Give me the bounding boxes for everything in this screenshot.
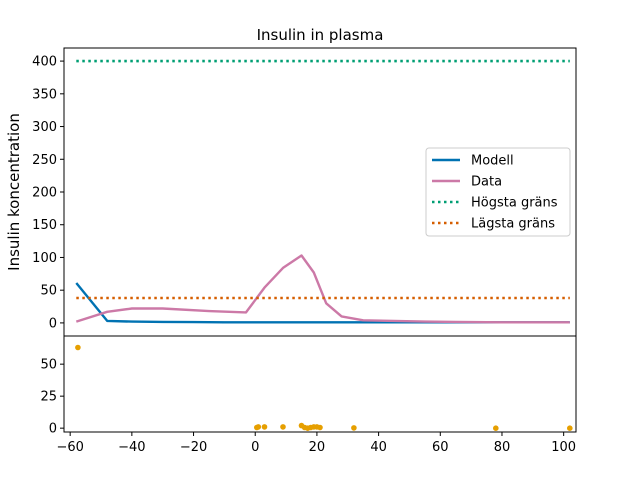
bottom-y-tick-label: 0 [49,422,57,437]
legend-label: Data [471,175,502,190]
x-tick-label: 0 [251,440,259,455]
legend: Modell Data Högsta gräns Lägsta gräns [425,147,571,237]
x-tick-label: 100 [551,440,576,455]
bottom-y-tick-label: 50 [40,358,57,373]
top-y-tick-label: 50 [40,284,57,299]
top-y-tick-label: 400 [32,55,57,70]
scatter-point [351,425,357,431]
legend-label: Lägsta gräns [471,217,555,232]
top-plot-panel: Insulin in plasma Insulin koncentration … [5,26,577,337]
x-tick-label: 20 [309,440,326,455]
legend-box [425,147,571,237]
x-tick-label: −60 [56,440,83,455]
x-tick-label: −40 [118,440,145,455]
x-tick-label: −20 [180,440,207,455]
scatter-points [75,344,573,432]
legend-label: Modell [471,154,514,169]
top-y-tick-label: 250 [32,153,57,168]
scatter-point [280,424,286,430]
top-y-tick-label: 100 [32,251,57,266]
scatter-point [255,424,262,430]
top-y-tick-label: 0 [49,316,57,331]
legend-label: Högsta gräns [471,196,558,211]
bottom-plot-frame [63,335,577,433]
bottom-y-tick-label: 25 [40,390,57,405]
series-line-data [75,254,570,324]
scatter-point [567,425,573,432]
chart-title: Insulin in plasma [257,26,384,44]
scatter-point [261,424,268,430]
top-y-tick-label: 150 [32,218,57,233]
x-tick-label: 40 [370,440,387,455]
top-y-tick-label: 350 [32,87,57,102]
top-y-tick-label: 300 [32,120,57,135]
x-tick-label: 80 [494,440,511,455]
x-tick-label: 60 [432,440,449,455]
bottom-plot-panel: 0 25 50 −60 −40 −20 0 20 40 60 80 100 [40,335,577,455]
top-y-tick-label: 200 [32,186,57,201]
top-series-lines [75,59,570,324]
scatter-point [493,425,499,432]
scatter-point [75,344,81,351]
scatter-point [317,424,323,431]
top-y-ticks: 0 50 100 150 200 250 300 350 400 [32,55,64,331]
bottom-ticks: 0 25 50 −60 −40 −20 0 20 40 60 80 100 [40,358,576,455]
y-axis-title: Insulin koncentration [5,113,23,271]
